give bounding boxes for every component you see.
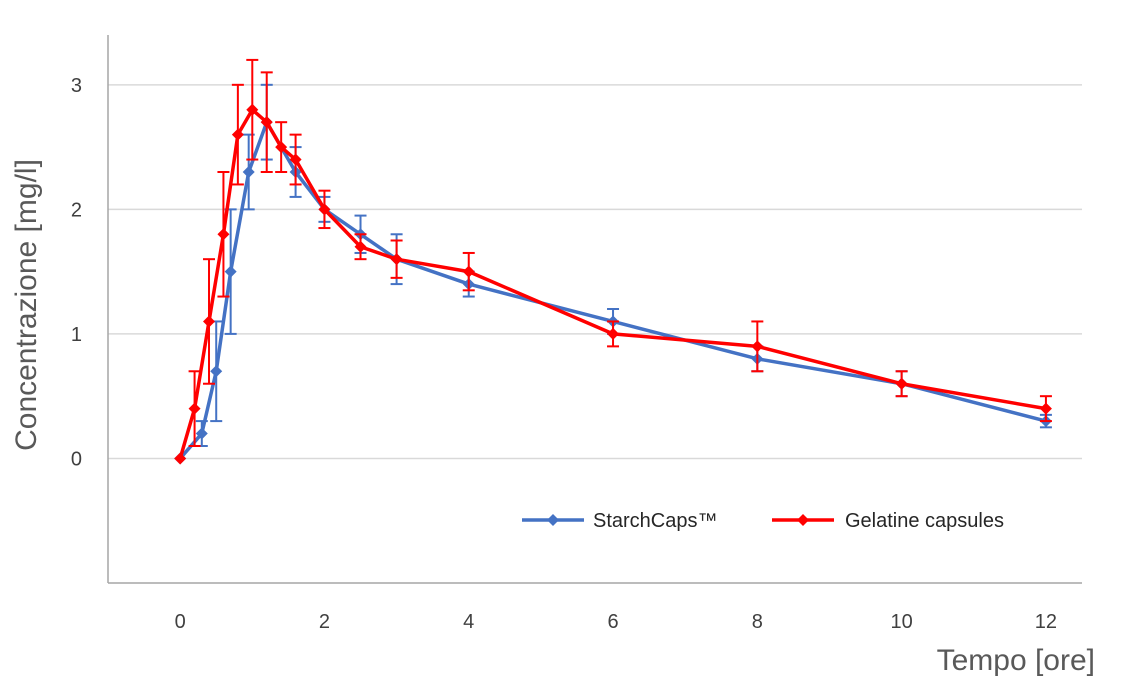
data-point [246,103,259,116]
data-point [354,240,367,253]
legend-label: Gelatine capsules [845,510,1004,532]
series-line [178,107,1047,459]
data-point [289,153,302,166]
data-point [242,166,255,178]
data-point [174,452,187,465]
data-point [217,228,230,241]
series [174,58,1052,465]
x-tick-labels: 0 2 4 6 8 10 12 [175,611,1057,633]
legend-label: StarchCaps™ [593,510,718,532]
y-axis-label: Concentrazione [mg/l] [10,159,43,451]
y-tick-label: 3 [71,75,82,97]
x-tick-label: 10 [891,611,913,633]
data-point [224,265,237,278]
x-tick-label: 0 [175,611,186,633]
data-point [390,253,403,266]
data-point [607,327,620,340]
x-tick-label: 6 [607,611,618,633]
x-tick-label: 12 [1035,611,1057,633]
y-tick-label: 2 [71,199,82,221]
data-point [462,265,475,278]
data-point [751,340,764,353]
y-tick-label: 0 [71,448,82,470]
data-point [210,365,223,378]
data-point [260,116,273,129]
series-gelatine-capsules [174,58,1052,465]
data-point [275,141,288,154]
x-tick-label: 4 [463,611,474,633]
data-point [195,427,208,440]
x-axis-label: Tempo [ore] [937,644,1095,677]
gridlines [108,84,1082,460]
data-point [318,203,331,216]
y-tick-labels: 0 1 2 3 [71,75,82,471]
x-tick-label: 2 [319,611,330,633]
series-line [178,120,1047,460]
y-tick-label: 1 [71,324,82,346]
legend: StarchCaps™ Gelatine capsules [522,510,1004,532]
data-point [1039,402,1052,415]
data-point [231,128,244,141]
legend-swatch-marker [797,514,809,526]
axes [107,35,1082,584]
data-point [203,315,216,328]
series-starchcaps [174,83,1052,465]
data-point [895,377,908,390]
data-point [188,402,201,415]
x-tick-label: 8 [752,611,763,633]
legend-swatch-marker [547,514,559,526]
